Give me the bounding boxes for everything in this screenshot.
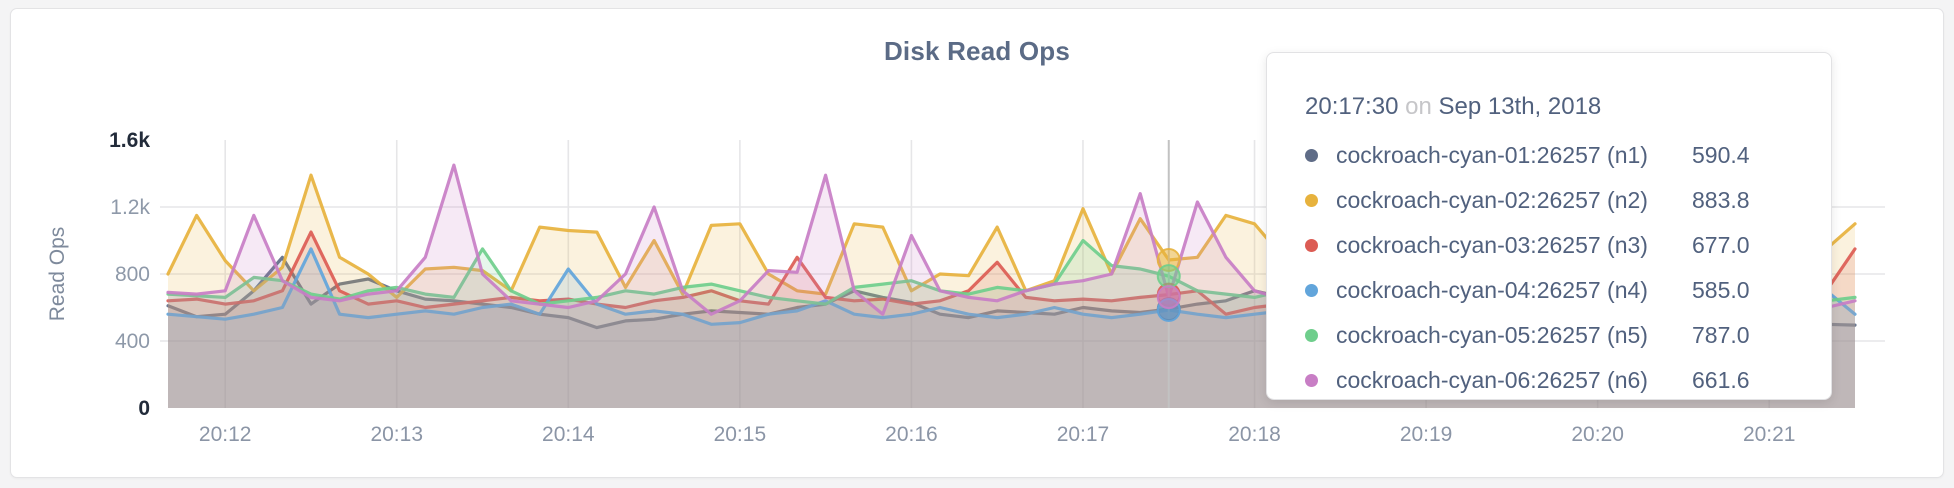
series-value: 883.8 [1692,187,1750,213]
x-tick-label: 20:20 [1571,423,1624,446]
x-tick-label: 20:12 [199,423,252,446]
chart-title: Disk Read Ops [883,36,1071,66]
hover-tooltip: 20:17:30 on Sep 13th, 2018 cockroach-cya… [1266,52,1832,400]
x-tick-label: 20:16 [885,423,938,446]
series-dot-icon [1305,374,1318,387]
series-dot-icon [1305,149,1318,162]
x-tick-label: 20:14 [542,423,595,446]
x-tick-label: 20:17 [1057,423,1110,446]
series-value: 787.0 [1692,322,1750,348]
tooltip-row: cockroach-cyan-05:26257 (n5) 787.0 [1305,313,1803,358]
hover-dot-n6 [1156,285,1181,310]
x-tick-label: 20:13 [370,423,423,446]
tooltip-row: cockroach-cyan-03:26257 (n3) 677.0 [1305,223,1803,268]
tooltip-row: cockroach-cyan-04:26257 (n4) 585.0 [1305,268,1803,313]
series-label: cockroach-cyan-05:26257 (n5) [1336,322,1648,348]
series-label: cockroach-cyan-06:26257 (n6) [1336,367,1648,393]
tooltip-date-text: Sep 13th, 2018 [1438,93,1602,120]
series-label: cockroach-cyan-02:26257 (n2) [1336,187,1648,213]
y-tick-label: 800 [115,263,150,286]
tooltip-row: cockroach-cyan-02:26257 (n2) 883.8 [1305,178,1803,223]
y-tick-label: 1.2k [110,196,150,219]
series-label: cockroach-cyan-04:26257 (n4) [1336,277,1648,303]
y-tick-label: 0 [138,397,150,420]
x-tick-label: 20:18 [1228,423,1281,446]
series-label: cockroach-cyan-01:26257 (n1) [1336,142,1648,168]
series-value: 677.0 [1692,232,1750,258]
series-value: 585.0 [1692,277,1750,303]
series-value: 590.4 [1692,142,1750,168]
tooltip-row: cockroach-cyan-06:26257 (n6) 661.6 [1305,358,1803,403]
series-dot-icon [1305,239,1318,252]
tooltip-time: 20:17:30 [1305,93,1399,120]
y-tick-label: 1.6k [109,129,150,152]
series-label: cockroach-cyan-03:26257 (n3) [1336,232,1648,258]
x-tick-label: 20:15 [714,423,767,446]
series-dot-icon [1305,194,1318,207]
tooltip-header: 20:17:30 on Sep 13th, 2018 [1305,93,1803,121]
tooltip-row: cockroach-cyan-01:26257 (n1) 590.4 [1305,133,1803,178]
series-value: 661.6 [1692,367,1750,393]
x-tick-label: 20:19 [1400,423,1453,446]
series-dot-icon [1305,329,1318,342]
x-tick-label: 20:21 [1743,423,1796,446]
series-dot-icon [1305,284,1318,297]
y-tick-label: 400 [115,330,150,353]
tooltip-on: on [1405,93,1432,120]
tooltip-legend: cockroach-cyan-01:26257 (n1) 590.4 cockroa… [1305,133,1803,403]
